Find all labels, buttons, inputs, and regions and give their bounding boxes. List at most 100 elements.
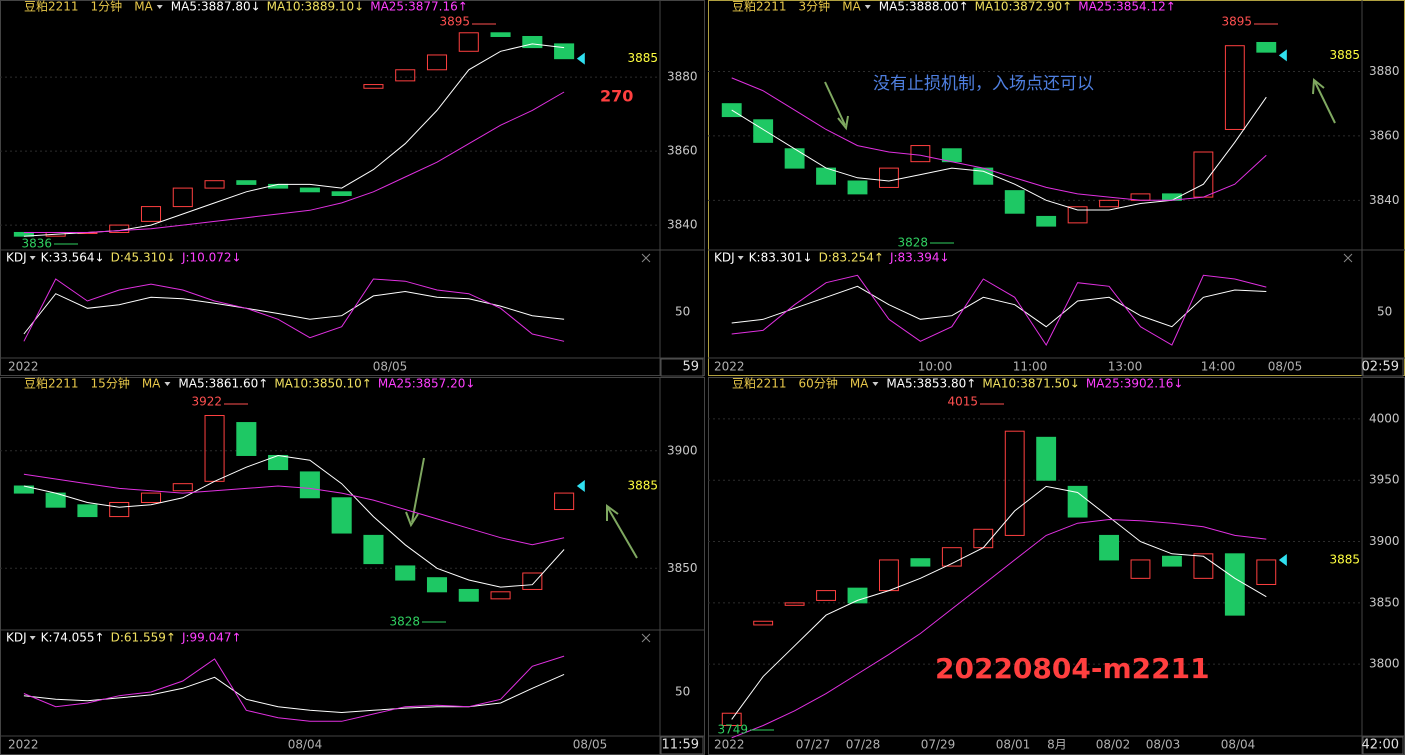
- corner-box: [1362, 736, 1404, 755]
- corner-box: [660, 358, 704, 377]
- header-symbol: 豆粕2211: [24, 0, 79, 14]
- annotation: 20220804-m2211: [935, 652, 1210, 685]
- candle-body: [784, 602, 805, 606]
- time-label: 08/04: [1221, 738, 1256, 752]
- dropdown-icon: [29, 636, 36, 640]
- candle-body: [172, 187, 193, 208]
- candle-body: [522, 35, 543, 49]
- candle-body: [1067, 485, 1088, 518]
- kdj-tick-label: 50: [1377, 305, 1392, 319]
- last-price-label: 3885: [1329, 552, 1360, 566]
- high-label: 4015: [947, 395, 978, 409]
- candle-body: [236, 180, 257, 185]
- kdj-j-line: [23, 278, 565, 342]
- panel: 豆粕2211 15分钟 MA MA5:3861.60↑ MA10:3850.10↑ MA2…: [0, 376, 705, 755]
- header-indicator: MA: [134, 0, 153, 14]
- candle-body: [753, 620, 774, 626]
- header-symbol: 豆粕2211: [732, 376, 787, 391]
- candle-body: [77, 504, 98, 518]
- kdj-j-line: [731, 274, 1267, 346]
- kdj-label: J:83.394↓: [889, 251, 950, 265]
- time-label: 08/01: [996, 738, 1031, 752]
- header-indicator: MA: [142, 377, 161, 391]
- kdj-label: K:74.055↑: [41, 631, 105, 645]
- time-label: 07/28: [846, 738, 881, 752]
- time-label: 2022: [8, 360, 39, 374]
- header-symbol: 豆粕2211: [24, 376, 79, 391]
- kdj-label: KDJ: [6, 251, 27, 265]
- time-label: 08/02: [1096, 738, 1131, 752]
- close-icon: [641, 253, 651, 263]
- price-tick-label: 3840: [667, 218, 698, 232]
- ma-label: MA25:3877.16↑: [370, 0, 468, 14]
- time-label: 08/05: [1268, 360, 1303, 374]
- dropdown-icon: [864, 5, 871, 9]
- header-symbol: 豆粕2211: [732, 0, 787, 14]
- kdj-label: J:10.072↓: [181, 251, 242, 265]
- price-tick-label: 3950: [1369, 473, 1400, 487]
- ma5-line: [731, 485, 1267, 720]
- ma25-line: [23, 473, 565, 546]
- candle-body: [109, 501, 130, 518]
- ma-label: MA25:3854.12↑: [1078, 0, 1176, 14]
- ma-label: MA10:3871.50↓: [982, 377, 1080, 391]
- candle-body: [1256, 41, 1277, 53]
- ma-label: MA5:3887.80↓: [171, 0, 261, 14]
- time-label: 8月: [1047, 738, 1067, 752]
- candle-body: [1256, 559, 1277, 585]
- header-period: 1分钟: [91, 0, 123, 14]
- ma25-line: [23, 91, 565, 233]
- time-label: 08/03: [1146, 738, 1181, 752]
- dropdown-icon: [872, 382, 879, 386]
- candle-body: [1036, 436, 1057, 481]
- time-label: 14:00: [1201, 360, 1236, 374]
- corner-box: [660, 736, 704, 755]
- kdj-label: KDJ: [714, 251, 735, 265]
- candle-body: [1036, 215, 1057, 227]
- candle-body: [1162, 555, 1182, 567]
- candle-body: [1099, 534, 1119, 561]
- time-label: 11:00: [1013, 360, 1048, 374]
- ma-label: MA10:3889.10↓: [267, 0, 365, 14]
- price-tick-label: 3850: [1369, 595, 1400, 609]
- ma-label: MA5:3853.80↑: [886, 377, 976, 391]
- close-icon: [641, 633, 651, 643]
- header-indicator: MA: [842, 0, 861, 14]
- candle-body: [1224, 45, 1245, 130]
- candle-body: [363, 84, 384, 89]
- candle-body: [458, 588, 479, 602]
- time-label: 13:00: [1108, 360, 1143, 374]
- kdj-j-line: [23, 655, 565, 722]
- ma-label: MA10:3872.90↑: [975, 0, 1073, 14]
- candle-body: [363, 534, 384, 565]
- corner-time: 02:59: [1362, 360, 1399, 375]
- price-tick-label: 3900: [667, 443, 698, 457]
- candle-body: [910, 558, 931, 567]
- time-label: 07/29: [921, 738, 956, 752]
- time-label: 2022: [8, 738, 39, 752]
- last-price-label: 3885: [627, 479, 658, 493]
- ma25-line: [731, 77, 1267, 201]
- ma-label: MA10:3850.10↑: [274, 377, 372, 391]
- low-label: 3828: [389, 615, 420, 629]
- kdj-tick-label: 50: [675, 305, 690, 319]
- candle-body: [426, 54, 448, 71]
- header-period: 3分钟: [799, 0, 831, 14]
- candle-body: [331, 497, 352, 534]
- price-tick-label: 3800: [1369, 657, 1400, 671]
- high-label: 3895: [439, 15, 470, 29]
- kdj-k-line: [23, 673, 565, 714]
- candle-body: [299, 471, 320, 499]
- panel-frame: [0, 0, 705, 376]
- candle-body: [331, 191, 352, 196]
- time-label: 08/04: [288, 738, 323, 752]
- candle-body: [140, 492, 162, 503]
- kdj-k-line: [731, 285, 1267, 328]
- candle-body: [941, 547, 962, 567]
- corner-time: 59: [682, 360, 699, 375]
- header-period: 60分钟: [799, 376, 838, 391]
- kdj-tick-label: 50: [675, 685, 690, 699]
- panel: 豆粕2211 1分钟 MA MA5:3887.80↓ MA10:3889.10↓ MA25…: [0, 0, 705, 377]
- price-tick-label: 3860: [667, 144, 698, 158]
